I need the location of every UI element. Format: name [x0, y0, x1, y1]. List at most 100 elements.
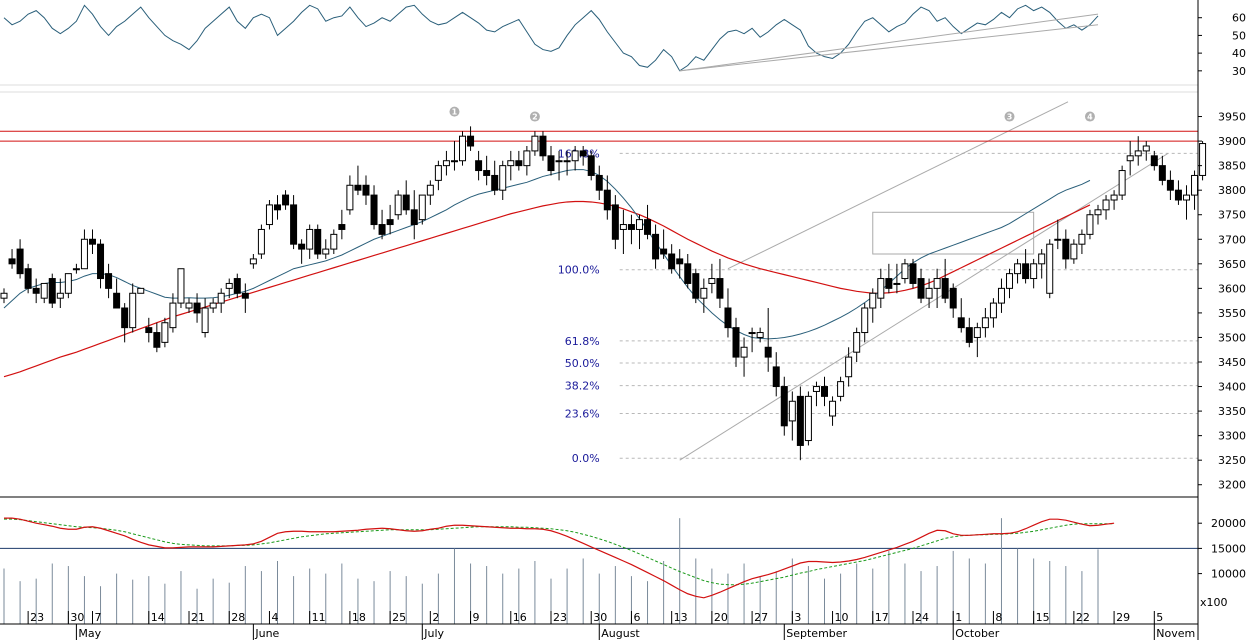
candle-body-down	[338, 224, 346, 230]
candle-body-down	[8, 258, 16, 265]
candle-body-up	[740, 346, 748, 358]
candle-body-down	[1174, 189, 1182, 201]
candle-body-down	[274, 204, 281, 211]
candle-body-up	[72, 268, 80, 271]
x-tick-label: 9	[473, 611, 480, 624]
candle-body-up	[523, 150, 531, 167]
candle-body-down	[88, 238, 96, 245]
candle-body-down	[48, 278, 56, 304]
candle-body-down	[724, 307, 732, 329]
candle-body-down	[547, 155, 555, 172]
candle-body-up	[185, 302, 193, 309]
candle	[346, 175, 354, 215]
candle-body-up	[555, 160, 563, 163]
price-tick-label: 3450	[1218, 356, 1246, 369]
candle	[48, 273, 56, 308]
candle-body-up	[973, 327, 981, 338]
candle-body-up	[64, 273, 72, 294]
candle	[1078, 229, 1086, 254]
macd-signal-line	[4, 518, 1115, 586]
candle-body-down	[668, 253, 676, 270]
x-tick-label: 22	[1076, 611, 1090, 624]
candle	[1086, 209, 1094, 240]
candle-body-down	[362, 184, 370, 196]
candle	[450, 141, 458, 171]
candle	[724, 288, 732, 338]
macd-tick-label: 20000	[1211, 517, 1246, 530]
candle-body-up	[346, 184, 354, 211]
candle	[0, 288, 8, 304]
candle	[322, 239, 330, 259]
candle-body-up	[0, 292, 8, 299]
candle	[587, 150, 595, 181]
candle	[499, 160, 507, 200]
candle-body-down	[16, 248, 24, 275]
candle	[1142, 141, 1150, 161]
x-tick-label: 24	[915, 611, 929, 624]
candle	[386, 204, 394, 235]
candle	[764, 308, 772, 372]
candle	[338, 209, 346, 240]
candle	[225, 278, 233, 299]
candle-body-up	[257, 228, 265, 255]
x-tick-label: 28	[231, 611, 245, 624]
oscillator-trendline	[679, 13, 1099, 72]
candle	[861, 303, 869, 343]
price-tick-label: 3600	[1218, 282, 1246, 295]
candle	[579, 146, 587, 166]
candle	[249, 254, 257, 269]
candle-body-up	[450, 160, 458, 163]
x-tick-label: 13	[674, 611, 688, 624]
candle-body-up	[129, 292, 137, 329]
candle-body-down	[298, 243, 306, 250]
candle	[821, 376, 828, 407]
candle-body-down	[1062, 238, 1070, 260]
candle-body-down	[113, 292, 121, 309]
macd-tick-label: 10000	[1211, 568, 1246, 581]
fib-level-label: 50.0%	[565, 357, 600, 370]
x-tick-label: 27	[754, 611, 768, 624]
candle	[161, 317, 169, 348]
candle-body-up	[201, 307, 209, 334]
candle	[1070, 239, 1078, 264]
candle-body-up	[748, 332, 756, 335]
candle-body-down	[764, 346, 772, 358]
candle	[426, 180, 434, 205]
candle-body-up	[981, 317, 989, 329]
candle	[531, 131, 539, 156]
candle	[732, 317, 740, 367]
candle-body-down	[483, 170, 491, 176]
candle-body-up	[829, 400, 837, 417]
candle	[121, 303, 129, 343]
candle	[925, 278, 933, 308]
x-tick-label: 2	[432, 611, 439, 624]
price-tick-label: 3850	[1218, 160, 1246, 173]
candle-body-up	[756, 332, 764, 338]
candle-body-up	[877, 278, 885, 299]
candle	[40, 282, 48, 304]
candle-body-up	[1102, 199, 1110, 211]
candle-body-up	[1110, 194, 1118, 201]
candle-body-up	[997, 287, 1005, 304]
candle-body-down	[282, 194, 290, 206]
candle-body-up	[989, 302, 997, 319]
candle	[539, 131, 547, 161]
x-tick-label: 18	[352, 611, 366, 624]
candle	[1126, 141, 1134, 176]
candle	[676, 249, 684, 279]
candle	[113, 278, 121, 309]
month-label: October	[955, 627, 999, 640]
price-tick-label: 3200	[1218, 479, 1246, 492]
price-tick-label: 3500	[1218, 331, 1246, 344]
candle-body-down	[153, 332, 161, 348]
candle	[1094, 204, 1102, 225]
candle	[869, 288, 877, 323]
price-tick-label: 3550	[1218, 307, 1246, 320]
month-label: Novem	[1156, 627, 1195, 640]
candle	[619, 209, 627, 254]
candle-body-down	[467, 135, 475, 147]
candle	[829, 396, 837, 426]
candle	[788, 391, 796, 441]
candle	[1174, 180, 1182, 205]
